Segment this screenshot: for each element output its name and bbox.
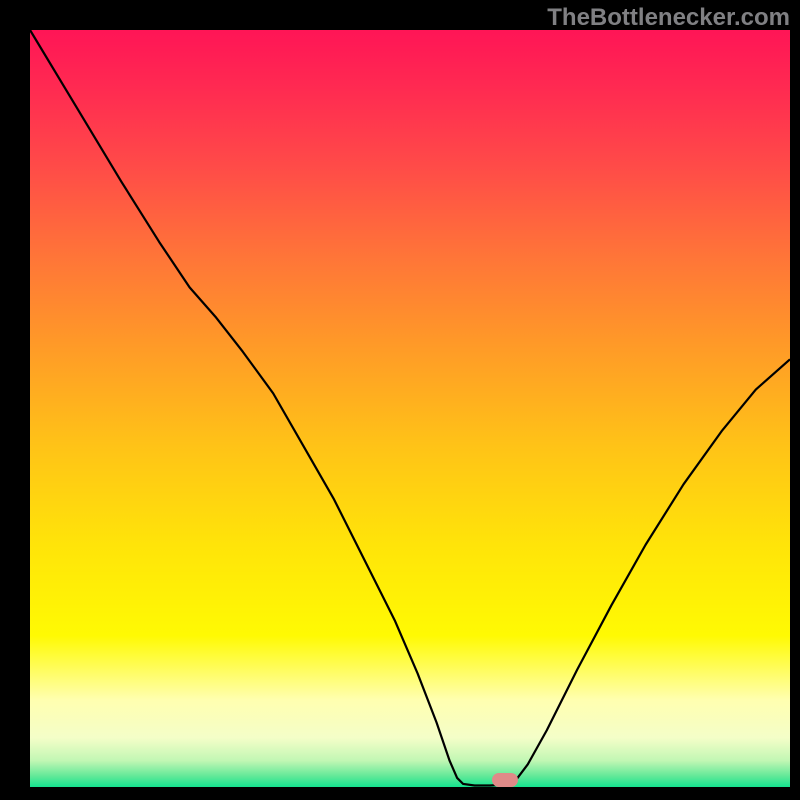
gradient-background — [30, 30, 790, 787]
chart-frame — [0, 0, 800, 800]
watermark-text: TheBottlenecker.com — [547, 4, 790, 32]
chart-svg — [0, 0, 800, 800]
optimal-marker — [492, 773, 518, 787]
bottom-band — [30, 787, 790, 800]
